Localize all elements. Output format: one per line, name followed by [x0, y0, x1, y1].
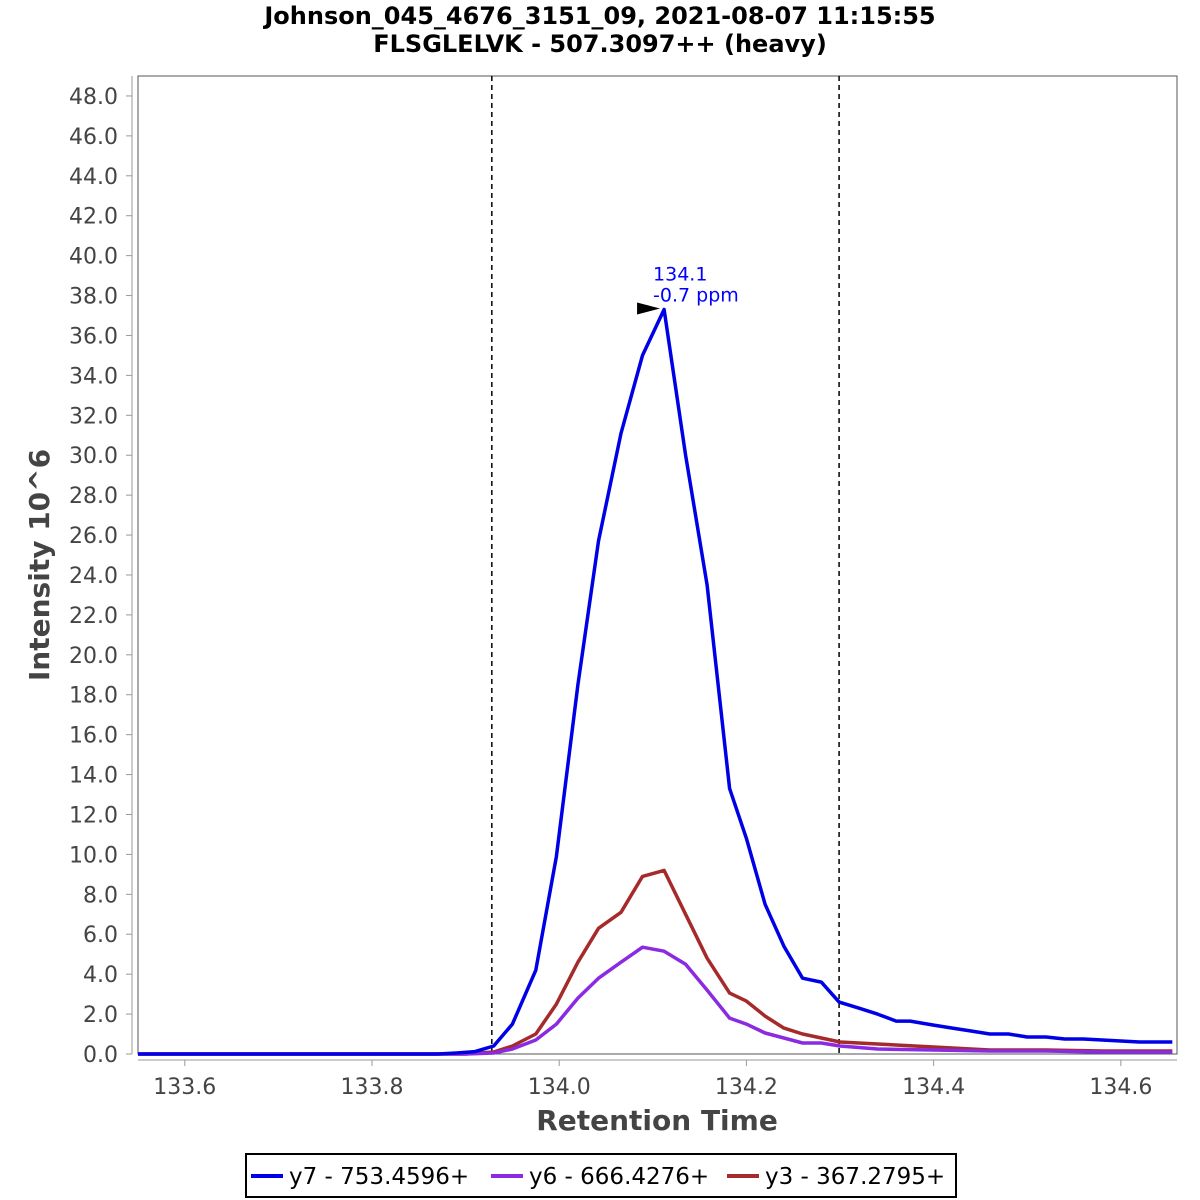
- peak-boundaries: [491, 76, 840, 1054]
- x-tick-label: 134.4: [902, 1075, 965, 1100]
- peak-annotation: 134.1 -0.7 ppm: [637, 264, 739, 315]
- y-tick-label: 40.0: [69, 245, 118, 270]
- chart-subtitle: FLSGLELVK - 507.3097++ (heavy): [373, 30, 827, 58]
- y-tick-label: 38.0: [69, 285, 118, 310]
- legend-box: [245, 1153, 957, 1198]
- y-tick-label: 6.0: [83, 923, 118, 948]
- y-tick-label: 8.0: [83, 883, 118, 908]
- y-tick-label: 34.0: [69, 364, 118, 389]
- series-line: [138, 307, 1173, 1056]
- chart-title: Johnson_045_4676_3151_09, 2021-08-07 11:…: [262, 2, 935, 30]
- legend-label: y3 - 367.2795+: [765, 1164, 945, 1190]
- y-tick-label: 4.0: [83, 963, 118, 988]
- x-axis-ticks: 133.6 133.8 134.0 134.2 134.4 134.6: [153, 1060, 1152, 1100]
- x-axis-label: Retention Time: [536, 1104, 778, 1137]
- y-tick-label: 44.0: [69, 165, 118, 190]
- peak-annotation-ppm: -0.7 ppm: [653, 285, 739, 307]
- y-tick-label: 10.0: [69, 843, 118, 868]
- y-tick-label: 0.0: [83, 1043, 118, 1068]
- y-tick-label: 14.0: [69, 764, 118, 789]
- x-tick-label: 134.6: [1089, 1075, 1152, 1100]
- x-tick-label: 134.0: [528, 1075, 591, 1100]
- legend: y7 - 753.4596+ y6 - 666.4276+ y3 - 367.279…: [245, 1153, 957, 1198]
- y-tick-label: 46.0: [69, 125, 118, 150]
- y-tick-label: 22.0: [69, 604, 118, 629]
- x-tick-label: 134.2: [715, 1075, 778, 1100]
- peak-annotation-time: 134.1: [653, 264, 707, 286]
- y-tick-label: 32.0: [69, 404, 118, 429]
- y-axis-label: Intensity 10^6: [23, 449, 56, 681]
- y-tick-label: 2.0: [83, 1003, 118, 1028]
- y-tick-label: 28.0: [69, 484, 118, 509]
- x-tick-label: 133.8: [341, 1075, 404, 1100]
- y-tick-label: 30.0: [69, 444, 118, 469]
- y-tick-label: 18.0: [69, 684, 118, 709]
- legend-label: y6 - 666.4276+: [529, 1164, 709, 1190]
- series-lines: [138, 307, 1173, 1056]
- y-tick-label: 48.0: [69, 85, 118, 110]
- legend-label: y7 - 753.4596+: [289, 1164, 469, 1190]
- y-axis-ticks: 0.0 2.0 4.0 6.0 8.0 10.0 12.0 14.0 16.0 18.0 20.0 2…: [69, 85, 132, 1068]
- plot-area: [137, 75, 1178, 1055]
- x-tick-label: 133.6: [153, 1075, 216, 1100]
- peak-arrow-icon: [637, 302, 661, 315]
- y-tick-label: 20.0: [69, 644, 118, 669]
- y-tick-label: 42.0: [69, 205, 118, 230]
- y-tick-label: 12.0: [69, 803, 118, 828]
- y-tick-label: 24.0: [69, 564, 118, 589]
- y-tick-label: 36.0: [69, 324, 118, 349]
- y-tick-label: 26.0: [69, 524, 118, 549]
- y-tick-label: 16.0: [69, 724, 118, 749]
